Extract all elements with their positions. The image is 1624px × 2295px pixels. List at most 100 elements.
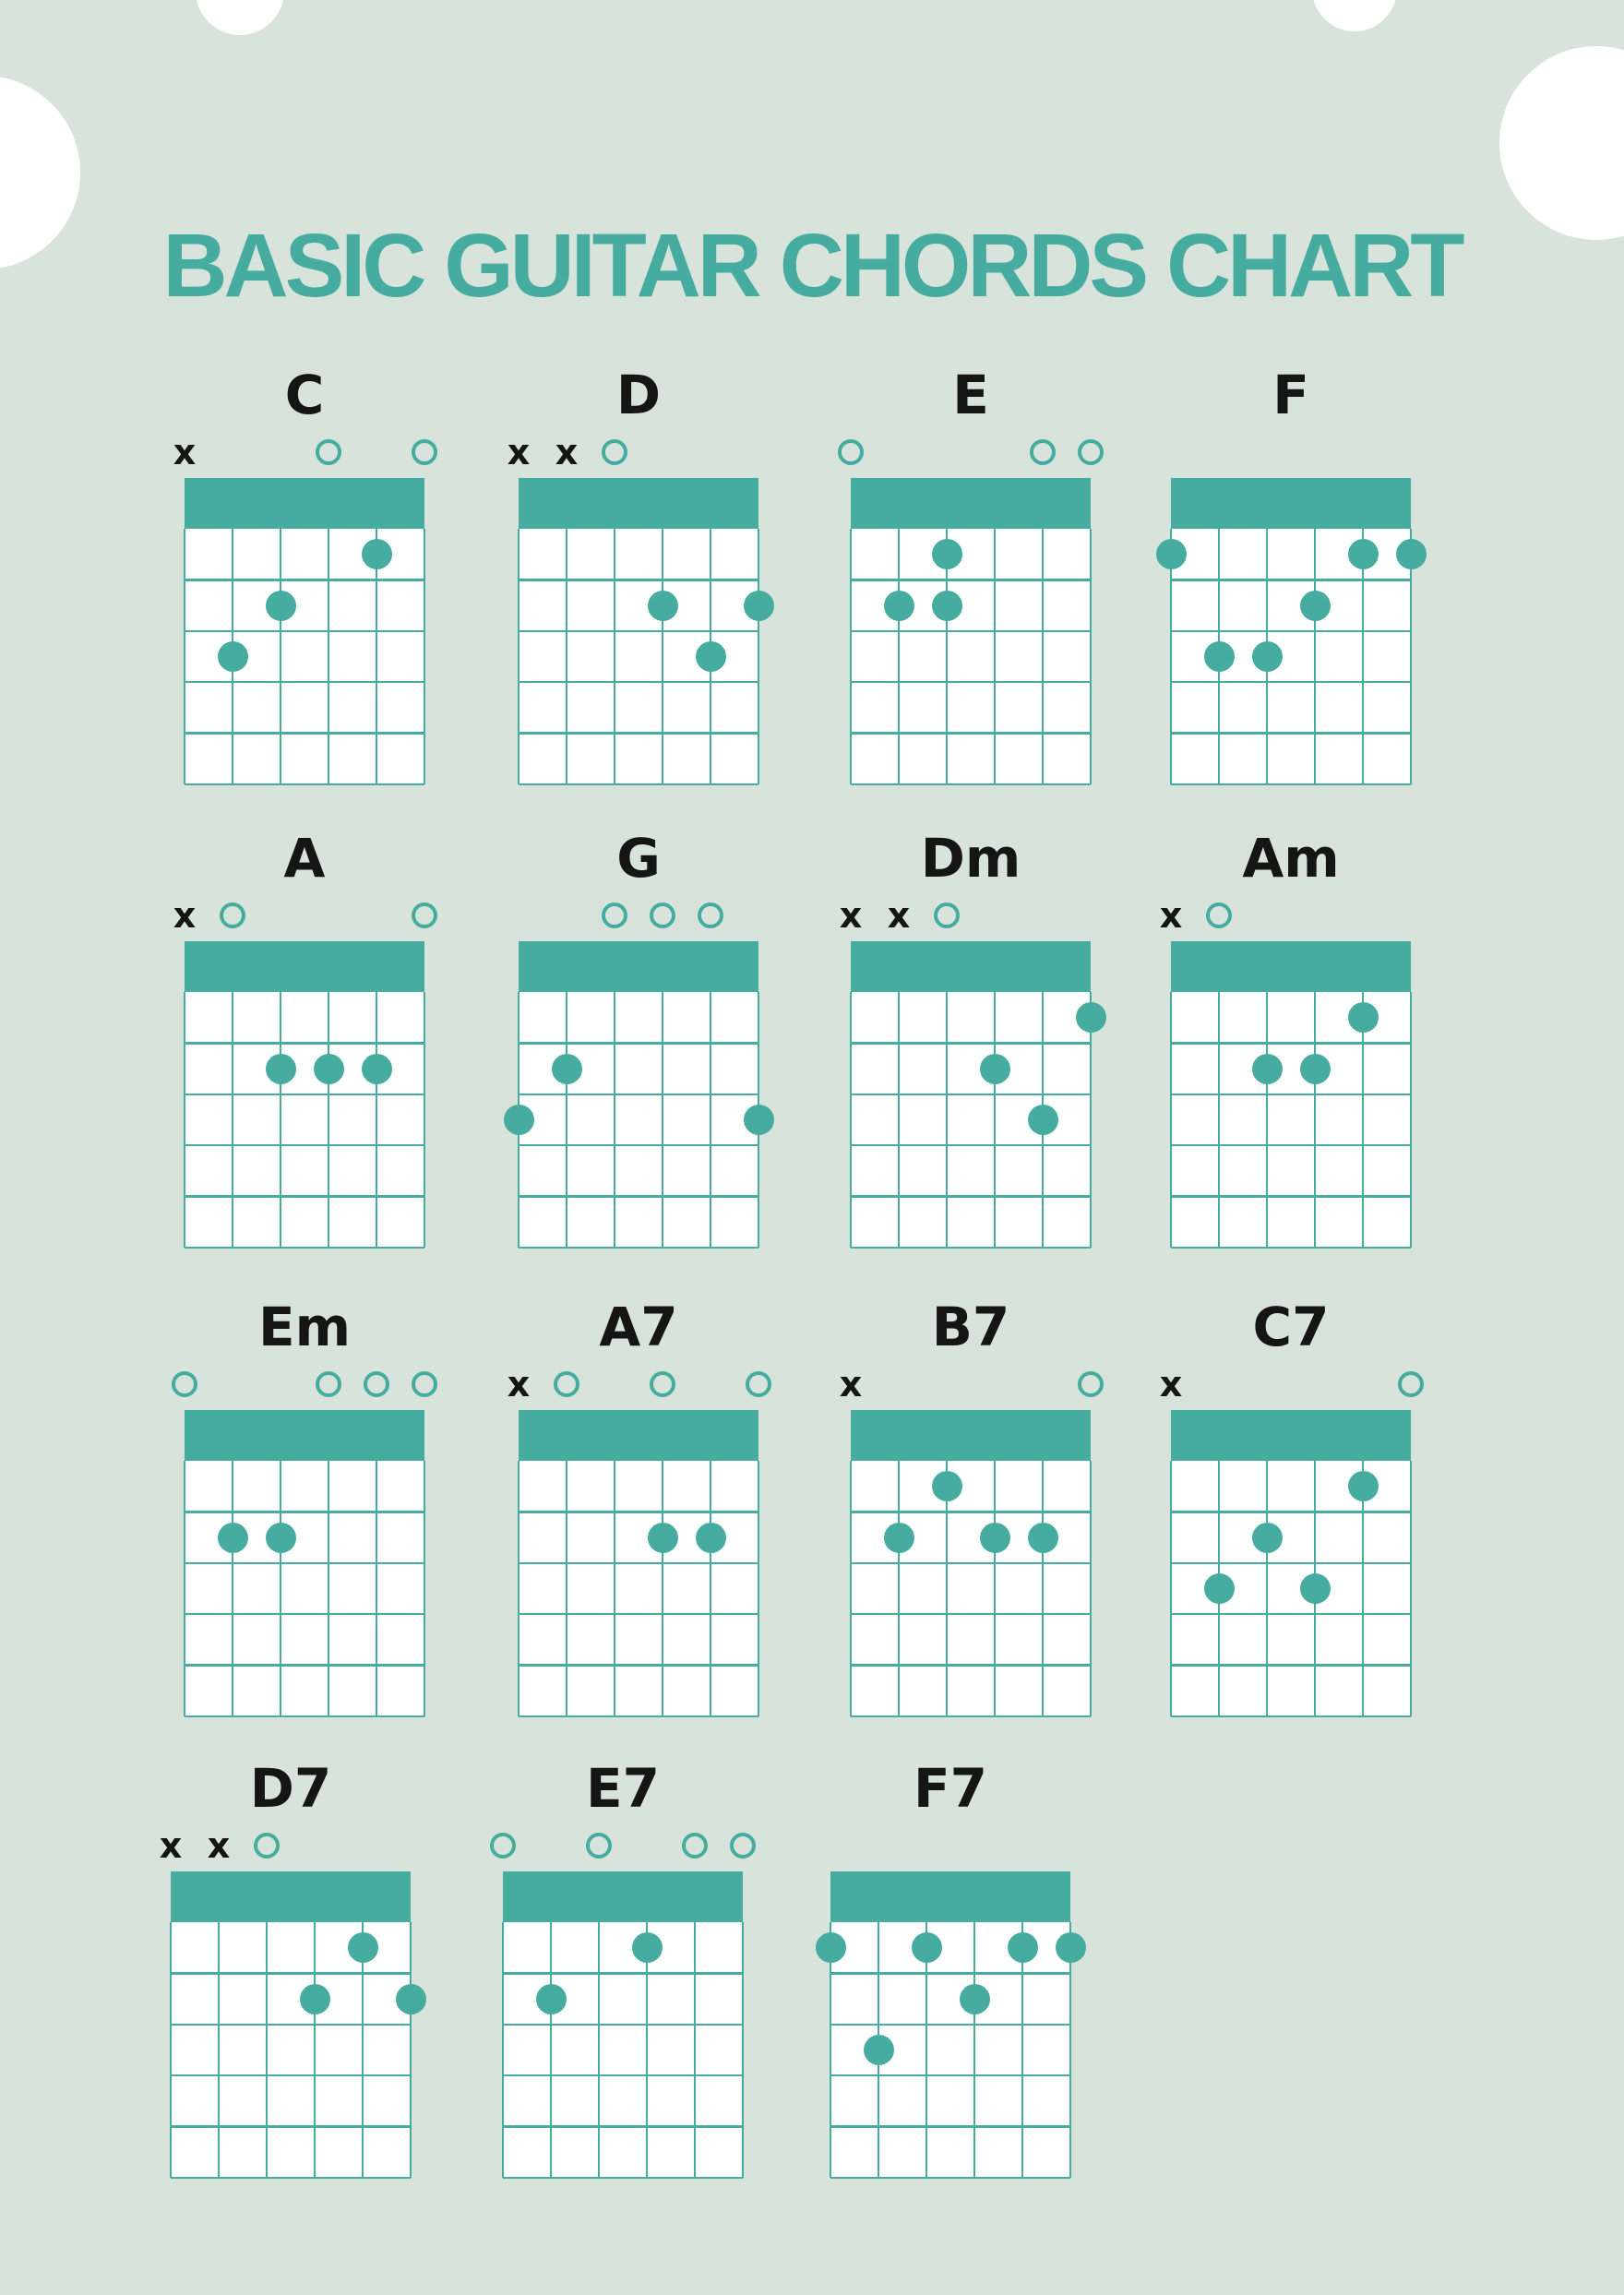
chord-diagram: F7	[815, 1759, 1086, 2180]
fret-line	[1171, 1612, 1411, 1616]
fret-line	[185, 1715, 424, 1718]
string-line	[1409, 529, 1413, 784]
fret-line	[830, 2125, 1070, 2128]
string-line	[279, 992, 282, 1248]
nut-bar	[1171, 478, 1411, 529]
chord-name: B7	[931, 1296, 1010, 1358]
string-line	[849, 1461, 853, 1716]
finger-dot	[503, 1105, 534, 1135]
fret-line	[185, 579, 424, 581]
string-indicators: x	[173, 895, 437, 936]
finger-dot	[959, 1983, 990, 2014]
string-line	[849, 992, 853, 1248]
open-string-marker	[742, 1364, 775, 1404]
fret-line	[851, 1715, 1091, 1718]
fret-line	[519, 1143, 758, 1147]
string-indicators: x	[508, 1364, 771, 1404]
muted-string-x: x	[1159, 1364, 1183, 1404]
fret-line	[1171, 1195, 1411, 1198]
open-string-circle-icon	[220, 902, 245, 928]
fret-line	[171, 2023, 411, 2026]
fret-line	[1171, 1715, 1411, 1718]
string-line	[1313, 529, 1317, 784]
finger-dot	[1075, 1002, 1106, 1034]
chord-name: A7	[599, 1296, 678, 1358]
fret-line	[171, 1972, 411, 1975]
open-string-circle-icon	[1078, 1371, 1104, 1397]
fret-line	[519, 1042, 758, 1045]
fretboard	[849, 478, 1093, 786]
fretboard	[501, 1871, 745, 2180]
finger-dot	[695, 641, 726, 672]
string-line	[1361, 1461, 1365, 1716]
fret-line	[1171, 732, 1411, 735]
fret-line	[519, 579, 758, 581]
string-line	[409, 1922, 412, 2178]
chord-diagram: B7 x	[840, 1296, 1104, 1718]
string-line	[1021, 1922, 1024, 2178]
chord-diagram: E	[838, 365, 1104, 786]
string-line	[327, 992, 330, 1248]
string-line	[945, 992, 949, 1248]
chord-name: F	[1272, 364, 1309, 426]
fret-line	[1171, 579, 1411, 581]
finger-dot	[931, 1471, 962, 1502]
muted-string-marker: x	[168, 432, 201, 472]
fret-line	[851, 1093, 1091, 1096]
fretboard	[1169, 1410, 1413, 1718]
open-string-circle-icon	[254, 1833, 280, 1859]
chord-diagram: Dm x x	[840, 829, 1106, 1249]
fret-line	[830, 2074, 1070, 2077]
string-line	[613, 1461, 616, 1716]
string-line	[375, 992, 378, 1248]
open-string-circle-icon	[934, 902, 960, 928]
decorative-circle-top-right-small	[1312, 0, 1397, 31]
open-string-marker	[694, 895, 727, 936]
string-line	[375, 1461, 378, 1716]
fret-line	[851, 1195, 1091, 1198]
finger-dot	[743, 1105, 774, 1135]
string-line	[1169, 992, 1173, 1248]
chord-name: D	[615, 364, 662, 426]
string-line	[423, 529, 426, 784]
fret-line	[185, 1143, 424, 1147]
string-line	[661, 992, 664, 1248]
muted-string-marker: x	[168, 895, 201, 936]
open-string-circle-icon	[490, 1833, 516, 1859]
string-line	[1169, 529, 1173, 784]
fret-line	[1171, 629, 1411, 633]
fretboard	[183, 478, 426, 786]
string-line	[1089, 1461, 1093, 1716]
fret-line	[185, 1612, 424, 1616]
fretboard	[503, 941, 774, 1249]
string-line	[757, 529, 760, 784]
open-string-marker	[360, 1364, 393, 1404]
finger-dot	[1203, 641, 1235, 672]
string-line	[897, 529, 901, 784]
fret-line	[830, 1972, 1070, 1975]
fret-line	[185, 1195, 424, 1198]
open-string-circle-icon	[682, 1833, 708, 1859]
fret-line	[851, 732, 1091, 735]
string-line	[1069, 1922, 1072, 2178]
fret-line	[1171, 1143, 1411, 1147]
string-indicators	[519, 895, 758, 936]
finger-dot	[1299, 1573, 1331, 1604]
open-string-circle-icon	[1078, 439, 1104, 465]
string-line	[1265, 1461, 1269, 1716]
open-string-marker	[250, 1825, 283, 1866]
string-line	[897, 1461, 901, 1716]
string-line	[279, 529, 282, 784]
finger-dot	[1251, 1053, 1283, 1084]
string-line	[613, 529, 616, 784]
chord-name: E7	[586, 1757, 660, 1820]
open-string-circle-icon	[1398, 1371, 1424, 1397]
fret-line	[851, 1143, 1091, 1147]
string-line	[597, 1922, 601, 2178]
string-line	[613, 992, 616, 1248]
fretboard	[183, 941, 426, 1249]
open-string-circle-icon	[746, 1371, 771, 1397]
open-string-circle-icon	[650, 902, 675, 928]
nut-bar	[519, 1410, 758, 1461]
nut-bar	[185, 1410, 424, 1461]
